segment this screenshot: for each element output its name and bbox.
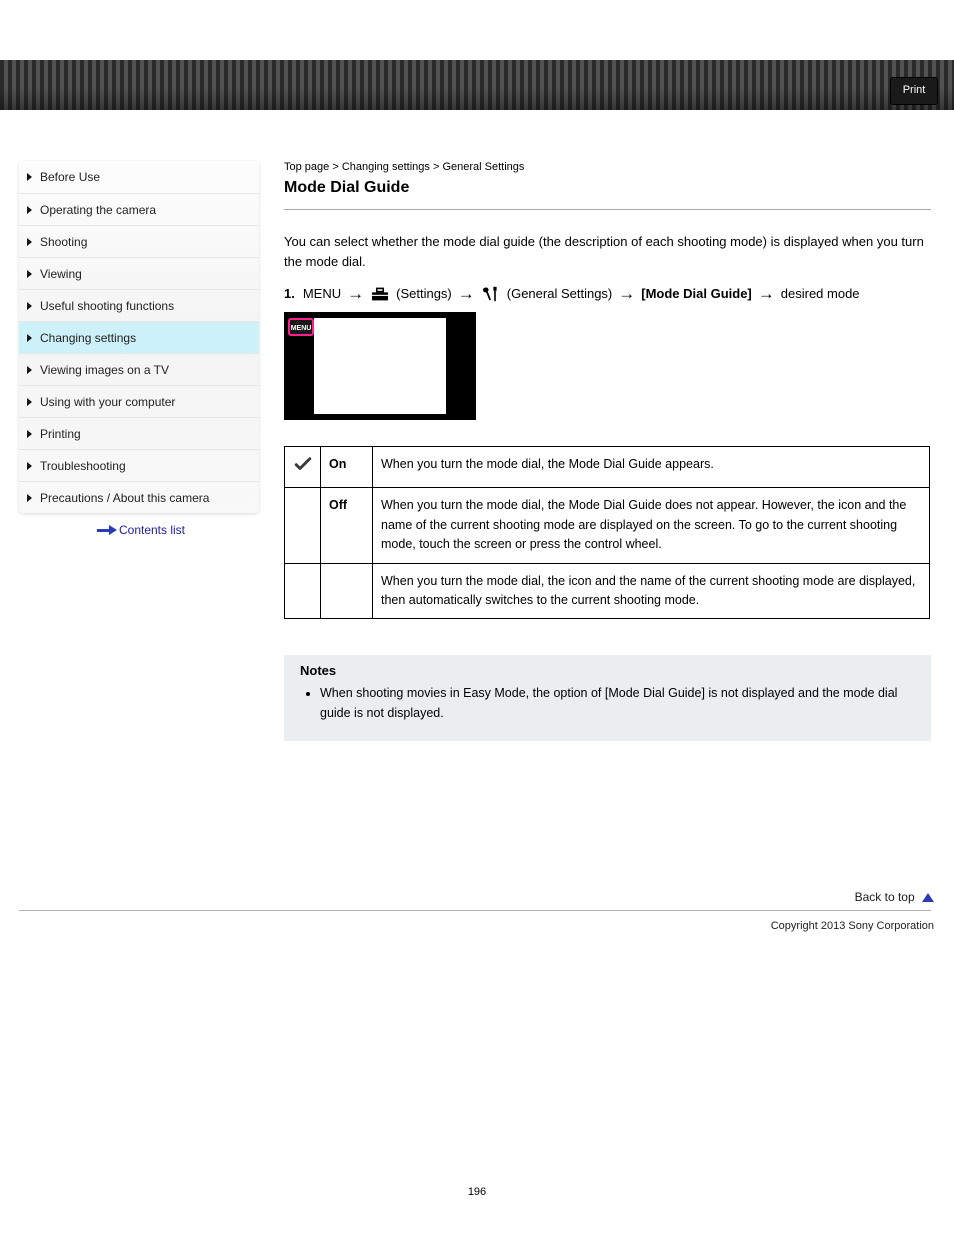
print-button[interactable]: Print — [890, 77, 938, 105]
sidebar-item-label: Useful shooting functions — [40, 299, 174, 313]
step-menu: MENU — [303, 286, 341, 301]
option-label: On — [329, 457, 346, 471]
chevron-right-icon — [27, 430, 32, 438]
copyright-text: Copyright 2013 Sony Corporation — [771, 920, 934, 932]
title-rule — [284, 209, 931, 210]
step-mdg: [Mode Dial Guide] — [641, 286, 752, 301]
option-check-cell — [285, 447, 321, 488]
sidebar-item-label: Before Use — [40, 170, 100, 184]
sidebar-item[interactable]: Before Use — [19, 161, 259, 193]
arrow-right-icon: → — [758, 285, 775, 302]
option-check-cell — [285, 563, 321, 619]
top-header-bar — [0, 60, 954, 110]
chevron-right-icon — [27, 398, 32, 406]
arrow-right-icon — [93, 526, 115, 536]
sidebar-item-label: Viewing — [40, 267, 82, 281]
chevron-right-icon — [27, 302, 32, 310]
breadcrumb-top[interactable]: Top page — [284, 161, 329, 173]
notes-box: Notes When shooting movies in Easy Mode,… — [284, 655, 931, 741]
page-title: Mode Dial Guide — [284, 179, 931, 197]
sidebar-item[interactable]: Printing — [19, 417, 259, 449]
main-content: Top page > Changing settings > General S… — [284, 161, 931, 741]
step-general: (General Settings) — [507, 286, 613, 301]
chevron-right-icon — [27, 206, 32, 214]
option-check-cell — [285, 488, 321, 563]
sidebar-item[interactable]: Useful shooting functions — [19, 289, 259, 321]
step-settings: (Settings) — [396, 286, 452, 301]
table-row: On When you turn the mode dial, the Mode … — [285, 447, 930, 488]
sidebar-item[interactable]: Troubleshooting — [19, 449, 259, 481]
breadcrumb-link[interactable]: General Settings — [442, 161, 524, 173]
notes-list: When shooting movies in Easy Mode, the o… — [300, 684, 915, 723]
breadcrumb-sep: > — [433, 161, 439, 173]
sidebar-item-label: Changing settings — [40, 331, 136, 345]
triangle-up-icon — [922, 893, 934, 902]
sidebar-item[interactable]: Shooting — [19, 225, 259, 257]
notes-title: Notes — [300, 663, 915, 678]
sidebar-item[interactable]: Using with your computer — [19, 385, 259, 417]
option-desc-cell: When you turn the mode dial, the Mode Di… — [373, 488, 930, 563]
intro-text: You can select whether the mode dial gui… — [284, 232, 931, 271]
bottom-divider — [19, 910, 931, 911]
wrench-tool-icon — [481, 286, 501, 302]
step-row: 1. MENU → (Settings) → (General Settings… — [284, 285, 931, 302]
screenshot-inner — [314, 318, 446, 414]
sidebar-item-label: Viewing images on a TV — [40, 363, 169, 377]
sidebar-item-label: Using with your computer — [40, 395, 175, 409]
checkmark-icon — [294, 455, 312, 473]
chevron-right-icon — [27, 366, 32, 374]
options-table: On When you turn the mode dial, the Mode … — [284, 446, 930, 619]
chevron-right-icon — [27, 238, 32, 246]
back-to-top-link[interactable]: Back to top — [855, 890, 934, 904]
sidebar-nav: Before Use Operating the camera Shooting Vi… — [19, 161, 259, 513]
sidebar-item-label: Troubleshooting — [40, 459, 126, 473]
menu-badge-icon: MENU — [288, 318, 314, 336]
table-row: Off When you turn the mode dial, the Mode… — [285, 488, 930, 563]
camera-screenshot: MENU — [284, 312, 476, 420]
toolbox-icon — [370, 286, 390, 302]
option-desc-cell: When you turn the mode dial, the icon an… — [373, 563, 930, 619]
chevron-right-icon — [27, 462, 32, 470]
chevron-right-icon — [27, 334, 32, 342]
arrow-right-icon: → — [458, 285, 475, 302]
option-label-cell: Off — [321, 488, 373, 563]
sidebar-item-label: Shooting — [40, 235, 87, 249]
sidebar-item-label: Precautions / About this camera — [40, 491, 209, 505]
option-label-cell: On — [321, 447, 373, 488]
contents-list-label: Contents list — [119, 523, 185, 537]
page-number: 196 — [0, 1186, 954, 1198]
option-label-cell — [321, 563, 373, 619]
option-desc-cell: When you turn the mode dial, the Mode Di… — [373, 447, 930, 488]
sidebar-item-label: Operating the camera — [40, 203, 156, 217]
sidebar-item[interactable]: Changing settings — [19, 321, 259, 353]
contents-list-link[interactable]: Contents list — [19, 523, 259, 537]
sidebar-item[interactable]: Viewing — [19, 257, 259, 289]
breadcrumb: Top page > Changing settings > General S… — [284, 161, 931, 173]
sidebar-item[interactable]: Precautions / About this camera — [19, 481, 259, 513]
back-to-top-label: Back to top — [855, 890, 915, 904]
breadcrumb-sep: > — [332, 161, 338, 173]
note-item: When shooting movies in Easy Mode, the o… — [320, 684, 915, 723]
chevron-right-icon — [27, 173, 32, 181]
option-label: Off — [329, 498, 347, 512]
sidebar-item-label: Printing — [40, 427, 81, 441]
table-row: When you turn the mode dial, the icon an… — [285, 563, 930, 619]
chevron-right-icon — [27, 270, 32, 278]
step-mode: desired mode — [781, 286, 860, 301]
step-number: 1. — [284, 286, 295, 301]
sidebar-item[interactable]: Viewing images on a TV — [19, 353, 259, 385]
chevron-right-icon — [27, 494, 32, 502]
arrow-right-icon: → — [347, 285, 364, 302]
arrow-right-icon: → — [618, 285, 635, 302]
breadcrumb-section[interactable]: Changing settings — [342, 161, 430, 173]
sidebar-item[interactable]: Operating the camera — [19, 193, 259, 225]
